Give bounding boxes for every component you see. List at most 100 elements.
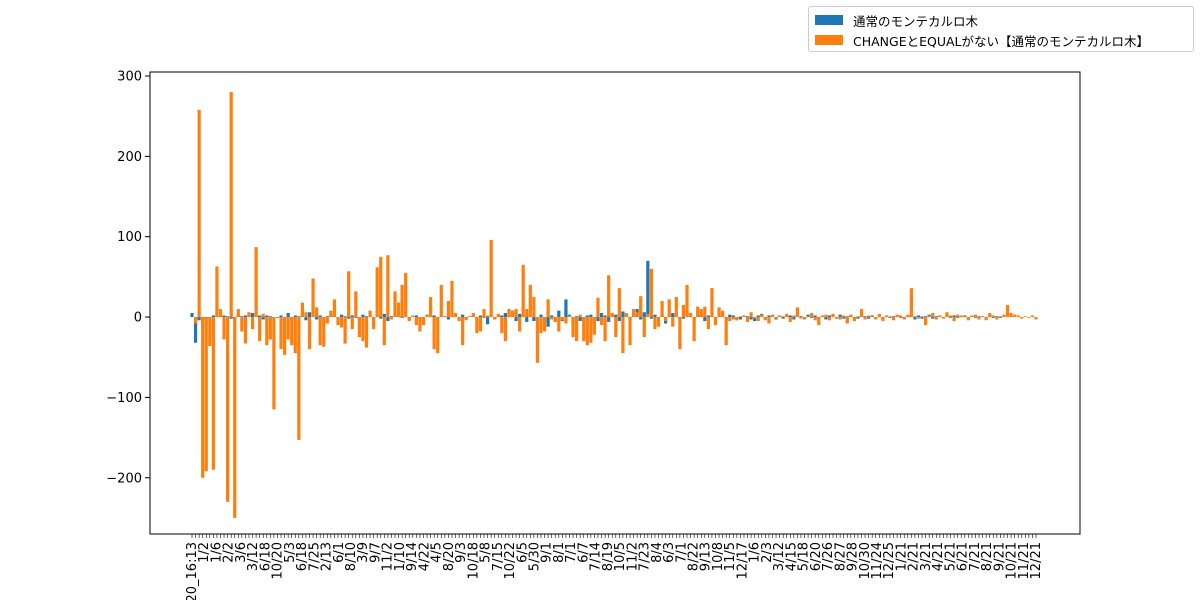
bar-blue-108 — [575, 316, 579, 318]
bar-orange-83 — [485, 315, 490, 318]
bar-orange-93 — [521, 264, 525, 318]
x-tick-label-13: 8/10 — [344, 542, 359, 571]
bar-orange-143 — [699, 309, 703, 318]
bar-orange-98 — [539, 317, 543, 334]
bar-blue-119 — [614, 314, 618, 318]
legend-item-orange: CHANGEとEQUALがない【通常のモンテカルロ木】 — [815, 31, 1149, 49]
bar-orange-206 — [924, 317, 928, 326]
x-tick-label-12: 6/1 — [332, 542, 347, 563]
bar-orange-234 — [1023, 316, 1027, 318]
bar-blue-25 — [279, 315, 283, 318]
x-tick-label-66: 9/21 — [992, 542, 1007, 571]
x-tick-label-30: 8/1 — [552, 542, 567, 563]
bar-orange-130 — [653, 317, 657, 330]
bar-blue-115 — [599, 313, 604, 318]
bar-orange-81 — [478, 317, 483, 332]
bar-orange-30 — [297, 317, 301, 440]
bar-blue-68 — [432, 315, 436, 318]
bar-orange-99 — [542, 317, 547, 332]
bar-orange-187 — [856, 316, 860, 318]
bar-orange-140 — [688, 313, 693, 318]
x-tick-label-51: 6/20 — [809, 542, 824, 571]
bar-orange-219 — [970, 315, 974, 318]
x-tick-label-57: 12/25 — [882, 542, 897, 579]
x-tick-label-62: 5/21 — [943, 542, 958, 571]
bar-orange-114 — [596, 297, 600, 318]
bar-blue-20 — [261, 317, 265, 320]
bar-blue-225 — [991, 317, 995, 318]
bar-orange-127 — [642, 317, 646, 338]
bar-blue-127 — [642, 312, 646, 318]
x-tick-label-69: 12/21 — [1029, 542, 1044, 579]
x-tick-label-61: 4/21 — [931, 542, 946, 571]
bar-orange-217 — [963, 316, 967, 318]
bar-orange-188 — [859, 309, 864, 318]
bar-blue-116 — [603, 315, 607, 318]
bar-blue-88 — [503, 313, 507, 318]
x-tick-label-39: 6/3 — [662, 542, 677, 563]
bar-orange-173 — [806, 316, 810, 318]
bar-orange-200 — [902, 317, 906, 320]
bar-blue-158 — [753, 317, 757, 322]
bar-blue-96 — [532, 317, 536, 322]
bar-orange-9 — [222, 317, 226, 340]
bar-orange-29 — [293, 317, 297, 354]
bar-orange-122 — [624, 313, 629, 318]
bar-orange-42 — [339, 317, 344, 328]
x-tick-label-36: 11/2 — [625, 542, 640, 571]
bar-orange-43 — [343, 317, 347, 344]
x-tick-label-50: 5/18 — [797, 542, 812, 571]
bar-orange-148 — [717, 307, 721, 318]
bar-blue-214 — [952, 315, 956, 318]
bar-orange-48 — [361, 317, 365, 342]
bar-orange-91 — [514, 309, 518, 318]
y-axis: 300 200 100 0 −100 −200 — [106, 70, 150, 486]
bar-orange-162 — [767, 317, 771, 324]
bar-blue-126 — [639, 317, 643, 320]
x-tick-label-34: 8/19 — [601, 542, 616, 571]
bar-orange-72 — [446, 300, 451, 318]
bar-orange-28 — [290, 317, 294, 346]
bar-orange-170 — [795, 307, 800, 318]
y-tick-label-2: 100 — [117, 230, 142, 245]
bar-blue-184 — [845, 316, 849, 318]
bar-orange-90 — [510, 310, 515, 318]
bar-orange-156 — [745, 317, 750, 322]
bar-orange-231 — [1013, 314, 1017, 318]
bar-orange-86 — [496, 313, 500, 318]
bar-blue-208 — [931, 317, 935, 319]
bar-orange-203 — [913, 316, 917, 318]
bar-orange-63 — [414, 317, 418, 326]
bar-blue-197 — [891, 316, 896, 318]
x-tick-label-52: 7/26 — [821, 542, 836, 571]
bar-blue-221 — [977, 316, 981, 318]
bar-orange-94 — [525, 309, 529, 318]
bar-orange-65 — [421, 317, 426, 326]
bar-blue-56 — [389, 316, 394, 318]
bar-blue-199 — [899, 317, 903, 318]
bar-orange-167 — [785, 313, 789, 318]
x-tick-label-4: 3/6 — [234, 542, 249, 563]
bar-orange-36 — [318, 317, 322, 346]
bar-orange-37 — [322, 317, 326, 347]
bar-orange-121 — [621, 317, 625, 354]
bar-orange-46 — [354, 291, 358, 318]
x-tick-label-38: 8/4 — [650, 542, 665, 563]
bar-orange-20 — [261, 313, 265, 318]
bar-orange-4 — [204, 317, 208, 472]
bar-blue-178 — [824, 317, 828, 320]
x-tick-label-21: 8/20 — [442, 542, 457, 571]
bar-orange-21 — [265, 317, 269, 346]
x-tick-label-49: 4/15 — [784, 542, 799, 571]
bar-blue-72 — [446, 317, 451, 320]
bar-orange-60 — [404, 272, 408, 318]
bar-blue-156 — [745, 316, 750, 318]
bar-series-group — [190, 92, 1038, 518]
x-tick-label-48: 3/12 — [772, 542, 787, 571]
bar-orange-62 — [411, 315, 415, 318]
bar-orange-80 — [475, 317, 479, 334]
bar-orange-23 — [272, 317, 276, 410]
x-tick-label-56: 11/24 — [870, 542, 885, 579]
bar-orange-35 — [315, 307, 319, 318]
